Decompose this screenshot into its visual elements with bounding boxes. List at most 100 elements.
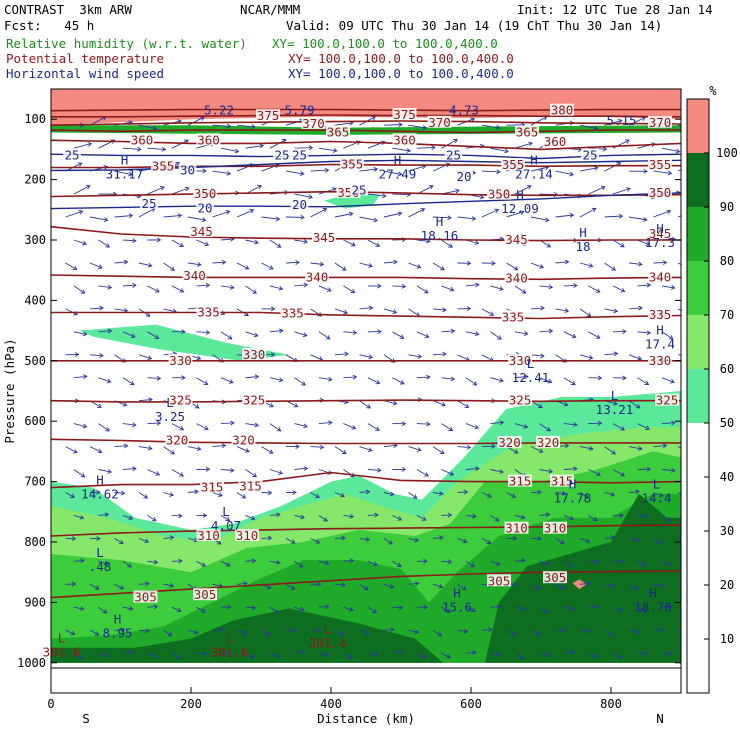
theta-label-1: 305 [194, 587, 217, 602]
wind-arrow-head-313 [97, 403, 102, 408]
wind-arrow-head-121 [494, 208, 500, 214]
colorbar-band-70 [687, 261, 709, 315]
theta-label-21: 330 [243, 347, 266, 362]
wind-arrow-564 [514, 606, 525, 610]
wind-arrow-head-282 [613, 351, 619, 357]
field-theta-name: Potential temperature [6, 51, 165, 66]
wind-arrow-head-145 [448, 243, 453, 248]
wind-arrow-head-518 [666, 561, 672, 567]
wind-arrow-362 [661, 422, 675, 425]
theta-label-22: 330 [509, 353, 532, 368]
model-name: CONTRAST 3km ARW [4, 2, 132, 17]
wind-arrow-head-450 [276, 512, 281, 518]
wind-arrow-head-560 [423, 604, 428, 610]
wind-arrow-head-190 [278, 285, 284, 291]
wind-arrow-head-566 [569, 605, 575, 611]
wind-arrow-251 [490, 331, 502, 340]
wind-arrow-head-87 [308, 194, 313, 200]
wind-arrow-head-200 [521, 289, 527, 294]
wind-arrow-head-498 [178, 558, 183, 564]
wind-arrow-head-468 [71, 536, 77, 541]
extremum-value-24: 4.73 [449, 102, 479, 117]
wind-arrow-542 [604, 583, 615, 587]
init-time: Init: 12 UTC Tue 28 Jan 14 [517, 2, 713, 17]
wind-arrow-head-600 [129, 649, 134, 655]
wind-arrow-head-29 [161, 146, 167, 152]
wind-arrow-495 [98, 560, 109, 565]
wind-arrow-379 [432, 446, 445, 455]
y-tick-label-900: 900 [24, 595, 46, 609]
theta-contour-360 [51, 139, 681, 151]
wind-arrow-head-243 [302, 332, 308, 338]
theta-label-bg-9 [238, 479, 263, 492]
wind-arrow-168 [359, 262, 373, 267]
wind-arrow-327 [432, 400, 446, 406]
wind-arrow-head-604 [227, 650, 232, 656]
wind-arrow-135 [196, 239, 209, 246]
theta-contour-365 [51, 129, 681, 134]
wind-arrow-head-612 [421, 654, 427, 659]
wind-arrow-head-58 [226, 170, 232, 176]
wind-arrow-head-497 [153, 559, 159, 565]
wind-arrow-head-426 [315, 493, 320, 499]
wind-arrow-head-540 [560, 584, 566, 590]
wind-arrow-370 [212, 444, 226, 448]
wind-arrow-head-202 [573, 283, 578, 288]
wind-arrow-529 [285, 583, 295, 590]
wind-arrow-head-231 [638, 305, 643, 311]
wind-arrow-40 [416, 146, 435, 149]
extremum-value-20: 15.6 [442, 599, 472, 614]
wind-arrow-559 [392, 606, 403, 609]
wind-arrow-head-601 [152, 653, 158, 658]
wind-arrow-536 [457, 583, 467, 591]
theta-label-bg-26 [501, 310, 525, 323]
wind-arrow-head-510 [470, 562, 476, 568]
wind-arrow-448 [220, 515, 230, 521]
wind-arrow-head-373 [295, 444, 300, 449]
rh-area-5 [485, 493, 681, 663]
wind-arrow-head-272 [368, 354, 374, 360]
wind-arrow-166 [310, 262, 324, 265]
wind-arrow-head-595 [634, 629, 640, 635]
wind-arrow-199 [490, 285, 504, 290]
wind-arrow-head-352 [426, 421, 431, 427]
theta-contour-345 [51, 225, 681, 242]
wind-arrow-head-265 [196, 355, 202, 361]
wind-arrow-72 [555, 170, 574, 176]
wind-arrow-head-396 [230, 467, 235, 473]
wind-arrow-head-110 [225, 209, 231, 215]
wind-arrow-521 [89, 583, 100, 590]
x-tick-label-600: 600 [460, 697, 482, 711]
wind-arrow-531 [334, 583, 346, 586]
wind-arrow-62 [310, 169, 329, 172]
wind-arrow-head-152 [619, 242, 625, 248]
wind-arrow-head-458 [472, 513, 477, 519]
wind-arrow-head-514 [568, 562, 574, 568]
wind-arrow-106 [114, 215, 133, 218]
extremum-mark-5: L [226, 631, 234, 646]
wind-arrow-455 [392, 514, 402, 521]
wind-arrow-380 [457, 446, 471, 449]
wind-arrow-head-552 [227, 604, 232, 610]
wind-arrow-head-511 [495, 561, 501, 566]
wind-arrow-head-440 [658, 492, 664, 498]
wind-arrow-195 [392, 285, 406, 287]
wind-arrow-276 [457, 354, 470, 361]
wind-arrow-head-175 [539, 264, 545, 269]
extremum-value-14: 31.17 [106, 166, 144, 181]
theta-label-19: 325 [656, 393, 679, 408]
wind-arrow-281 [579, 354, 593, 359]
wind-label-0: 20 [197, 201, 212, 216]
wind-arrow-head-382 [513, 449, 519, 454]
wind-arrow-443 [98, 513, 109, 516]
wind-arrow-541 [579, 583, 591, 585]
wind-arrow-152 [612, 239, 625, 248]
wind-arrow-head-114 [322, 208, 328, 213]
wind-arrow-418 [114, 492, 125, 494]
wind-arrow-head-47 [602, 146, 608, 152]
wind-arrow-33 [245, 145, 264, 149]
wind-arrow-head-588 [463, 628, 469, 634]
wind-arrow-346 [269, 423, 281, 432]
wind-arrow-head-564 [520, 606, 526, 612]
